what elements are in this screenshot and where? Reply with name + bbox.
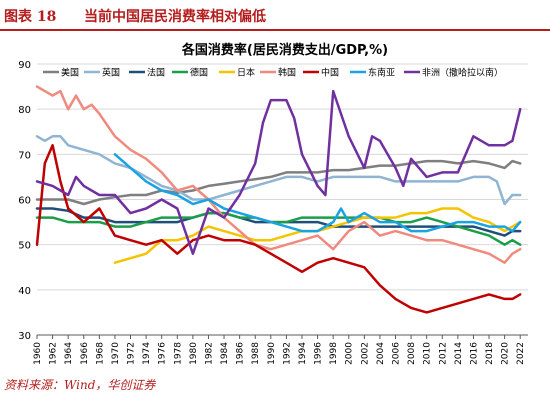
x-tick-label: 1974	[142, 342, 152, 365]
x-tick-label: 1994	[298, 342, 308, 365]
x-tick-label: 2022	[516, 342, 526, 365]
x-tick-label: 1962	[49, 342, 59, 365]
x-tick-label: 1986	[236, 342, 246, 365]
x-tick-label: 2006	[392, 342, 402, 365]
y-tick-label: 70	[18, 150, 31, 161]
y-tick-label: 90	[18, 60, 31, 71]
x-tick-label: 1988	[251, 342, 261, 365]
legend-label: 英国	[102, 67, 120, 79]
x-tick-label: 1998	[329, 342, 339, 365]
series-line-4	[113, 207, 522, 264]
series-line-1	[35, 135, 522, 206]
x-tick-label: 1964	[64, 342, 74, 365]
source-note: 资料来源：Wind，华创证券	[4, 378, 156, 392]
legend-label: 东南亚	[368, 67, 395, 79]
legend-label: 美国	[61, 67, 79, 79]
legend-label: 非洲（撒哈拉以南）	[422, 67, 503, 79]
legend-label: 法国	[147, 67, 165, 79]
y-tick-label: 40	[18, 286, 31, 297]
x-tick-label: 1992	[282, 342, 292, 365]
gridlines	[37, 63, 528, 336]
x-tick-label: 1970	[111, 342, 121, 365]
y-tick-label: 50	[18, 241, 31, 252]
x-tick-label: 2012	[438, 342, 448, 365]
header-rule	[0, 29, 550, 31]
x-tick-label: 1980	[189, 342, 199, 365]
series-line-6	[35, 144, 522, 314]
data-series	[35, 85, 522, 314]
x-tick-label: 1990	[267, 342, 277, 365]
x-tick-label: 1968	[95, 342, 105, 365]
x-tick-label: 1978	[173, 342, 183, 365]
legend-label: 日本	[237, 67, 255, 79]
series-line-3	[35, 211, 522, 246]
legend: 美国 英国 法国 德国 日本 韩国 中国 东南亚 非洲（撒哈拉以南）	[43, 67, 503, 79]
y-tick-label: 30	[18, 331, 31, 342]
x-tick-label: 2000	[345, 342, 355, 365]
series-line-0	[35, 159, 522, 206]
consumption-rate-chart: 各国消费率(居民消费支出/GDP,%) 30 40 50 60 70 80 90 1960 19…	[18, 42, 528, 365]
x-tick-label: 2018	[485, 342, 495, 365]
series-line-7	[113, 153, 522, 233]
legend-label: 德国	[190, 67, 208, 79]
series-line-5	[35, 85, 522, 264]
x-tick-label: 2016	[469, 342, 479, 365]
x-tick-label: 1966	[80, 342, 90, 365]
x-tick-label: 2002	[360, 342, 370, 365]
x-tick-label: 2014	[454, 342, 464, 365]
x-tick-label: 1982	[204, 342, 214, 365]
legend-label: 中国	[321, 67, 339, 79]
x-tick-label: 1996	[314, 342, 324, 365]
x-tick-label: 1976	[158, 342, 168, 365]
figure-label: 图表 18	[4, 9, 57, 25]
y-tick-label: 80	[18, 105, 31, 116]
x-tick-label: 1972	[127, 342, 137, 365]
x-tick-label: 1984	[220, 342, 230, 365]
x-tick-label: 1960	[33, 342, 43, 365]
chart-title: 各国消费率(居民消费支出/GDP,%)	[181, 42, 388, 58]
figure-header: 图表 18 当前中国居民消费率相对偏低	[0, 0, 550, 31]
x-tick-label: 2010	[423, 342, 433, 365]
axes: 30 40 50 60 70 80 90 1960 1962 1964 1966 1968 1970 19…	[18, 60, 528, 365]
x-tick-label: 2004	[376, 342, 386, 365]
x-tick-label: 2008	[407, 342, 417, 365]
figure-title: 当前中国居民消费率相对偏低	[84, 9, 266, 25]
x-tick-label: 2020	[501, 342, 511, 365]
legend-label: 韩国	[278, 67, 296, 79]
series-line-8	[35, 89, 522, 255]
y-tick-label: 60	[18, 196, 31, 207]
